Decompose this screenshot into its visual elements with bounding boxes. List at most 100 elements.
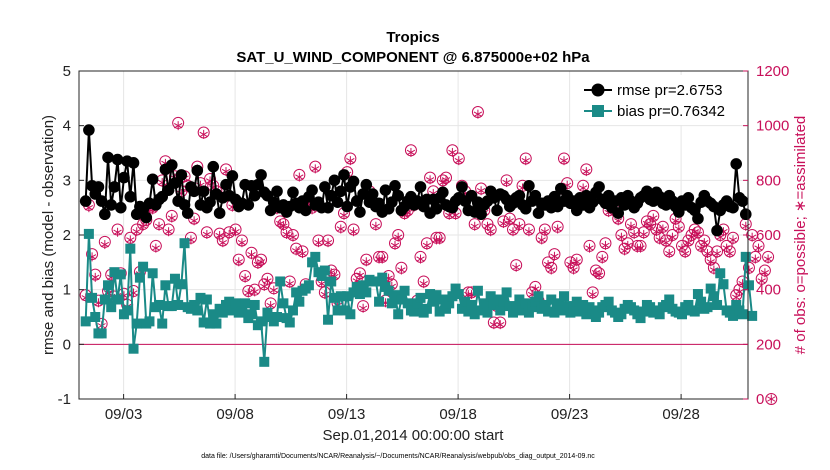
asterisk-stroke [502, 179, 511, 186]
x-tick-label: 09/18 [439, 406, 477, 423]
obs-assimilated-marker [113, 227, 122, 237]
asterisk-stroke [419, 280, 428, 287]
obs-assimilated-marker [355, 270, 365, 280]
rmse-point [207, 160, 220, 173]
bias-point [291, 287, 302, 298]
bias-point [329, 292, 340, 303]
rmse-point [328, 174, 341, 187]
bias-point [638, 306, 649, 317]
obs-assimilated-marker [728, 235, 738, 245]
bias-point [138, 261, 149, 272]
bias-point [463, 306, 474, 317]
asterisk-stroke [582, 168, 591, 175]
asterisk-stroke [349, 229, 358, 235]
bias-point [345, 309, 356, 320]
asterisk-stroke [202, 231, 212, 238]
obs-assimilated-marker [725, 249, 734, 259]
obs-assimilated-marker [658, 224, 668, 234]
bias-point [87, 292, 98, 303]
obs-assimilated-marker [668, 232, 677, 242]
obs-assimilated-marker [505, 216, 514, 226]
obs-assimilated-marker [684, 238, 693, 248]
bias-point [453, 289, 464, 300]
bias-point [460, 296, 471, 307]
asterisk-stroke [508, 229, 518, 235]
obs-assimilated-marker [649, 213, 658, 223]
bias-point [546, 294, 557, 305]
obs-assimilated-marker [540, 227, 550, 237]
bias-point [109, 267, 120, 278]
bias-point [479, 298, 490, 309]
bias-point [705, 283, 716, 294]
legend-rmse-label: rmse pr=2.6753 [617, 82, 722, 99]
rmse-point [593, 181, 605, 193]
asterisk-stroke [684, 239, 693, 246]
asterisk-stroke [298, 250, 307, 257]
bias-point [731, 299, 742, 310]
obs-assimilated-marker [588, 290, 597, 300]
asterisk-stroke [470, 223, 479, 229]
bias-point [272, 312, 283, 322]
bias-point [370, 276, 381, 287]
obs-assimilated-marker [374, 254, 384, 264]
obs-assimilated-marker [693, 229, 703, 239]
asterisk-stroke [355, 272, 365, 279]
rmse-point [102, 151, 114, 164]
bias-point [712, 299, 723, 310]
bias-point [287, 305, 298, 316]
bias-point [504, 301, 515, 312]
bias-point [708, 291, 719, 302]
rmse-point [366, 188, 379, 200]
bias-point [240, 298, 251, 309]
asterisk-stroke [690, 229, 699, 235]
obs-assimilated-marker [645, 221, 655, 231]
asterisk-stroke [483, 223, 492, 229]
asterisk-stroke [199, 131, 208, 138]
bias-point [195, 292, 206, 303]
rmse-point [612, 207, 625, 219]
asterisk-stroke [754, 245, 763, 251]
bias-point [246, 309, 257, 320]
obs-assimilated-marker [636, 243, 645, 253]
obs-assimilated-marker [674, 224, 683, 234]
obs-assimilated-marker [547, 265, 556, 275]
bias-point [112, 294, 123, 305]
legend-box [582, 75, 746, 125]
bias-point [310, 251, 321, 262]
obs-assimilated-marker [626, 221, 636, 231]
obs-assimilated-marker [416, 254, 425, 264]
asterisk-stroke [620, 248, 629, 254]
bias-point [307, 257, 318, 268]
bias-point [201, 294, 212, 305]
bias-point [316, 271, 327, 281]
rmse-point [127, 157, 140, 169]
obs-assimilated-marker [199, 129, 208, 139]
bias-point [425, 289, 436, 300]
asterisk-stroke [425, 177, 435, 183]
obs-possible-marker [765, 393, 778, 405]
asterisk-stroke [473, 111, 483, 117]
obs-assimilated-marker [126, 235, 135, 245]
obs-assimilated-marker [553, 224, 562, 234]
bias-point [527, 302, 538, 313]
asterisk-stroke [751, 256, 760, 262]
asterisk-stroke [668, 234, 677, 240]
obs-assimilated-marker [174, 121, 183, 131]
obs-assimilated-marker [422, 240, 432, 250]
asterisk-stroke [633, 245, 642, 251]
asterisk-stroke [512, 264, 521, 270]
obs-assimilated-marker [512, 262, 521, 272]
asterisk-stroke [559, 157, 569, 164]
asterisk-stroke [505, 218, 514, 224]
bias-point [399, 285, 410, 296]
bias-point [96, 328, 107, 339]
asterisk-stroke [531, 286, 540, 292]
obs-assimilated-marker [218, 238, 227, 248]
obs-assimilated-marker [751, 254, 760, 264]
rmse-point [213, 207, 226, 219]
asterisk-stroke [649, 215, 658, 221]
asterisk-stroke [263, 278, 272, 284]
asterisk-stroke [400, 212, 409, 219]
asterisk-stroke [681, 250, 690, 257]
asterisk-stroke [614, 218, 623, 224]
